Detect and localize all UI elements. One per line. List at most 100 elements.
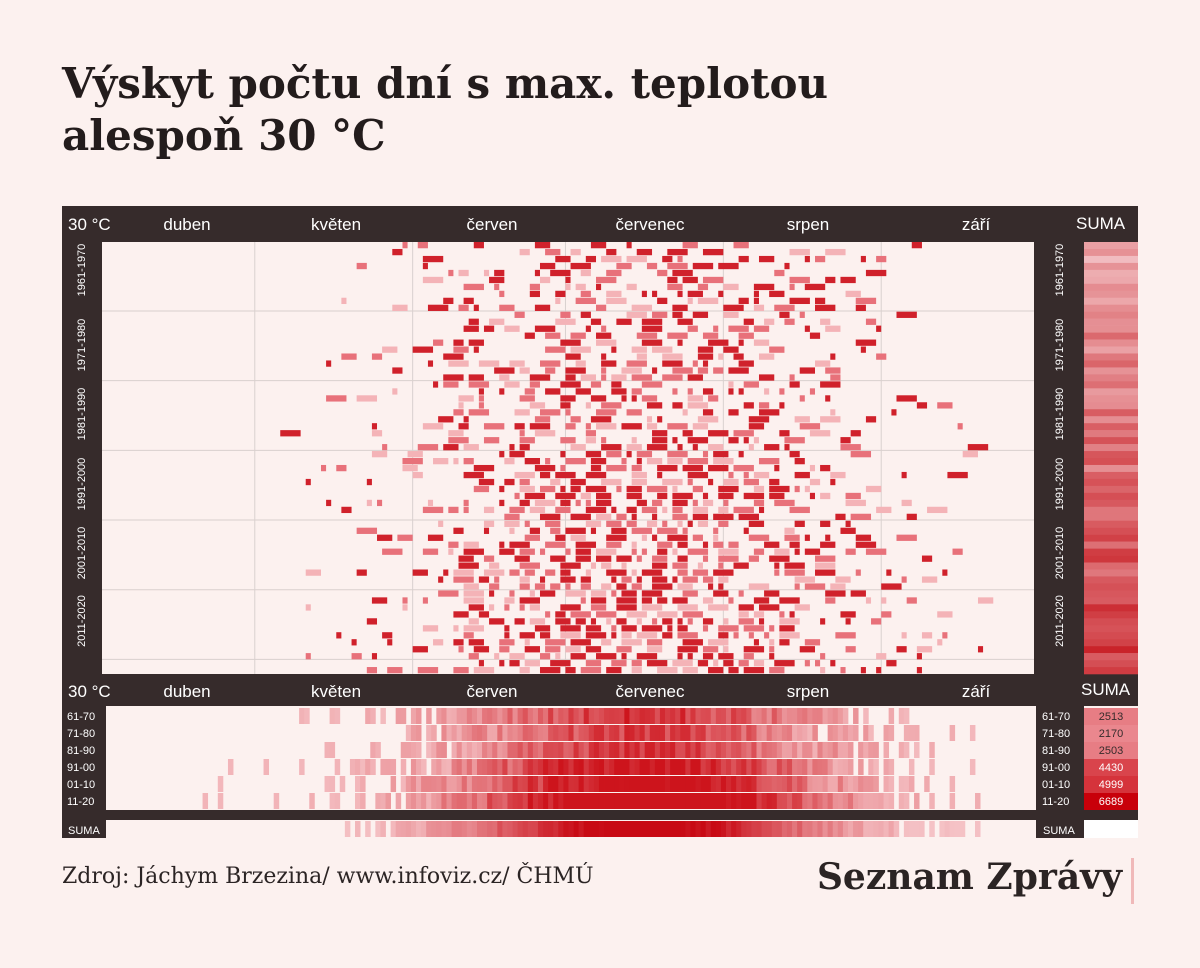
heat-cell <box>463 506 469 514</box>
heat-cell <box>483 423 505 430</box>
decade-cell <box>578 776 585 792</box>
heat-cell <box>483 506 495 514</box>
heat-cell <box>433 381 439 388</box>
top-decade-label-right-4: 2001-2010 <box>1054 527 1066 580</box>
heat-cell <box>764 318 775 325</box>
heat-cell <box>560 395 576 402</box>
decade-cell <box>502 793 508 809</box>
heat-cell <box>438 416 454 423</box>
heat-cell <box>667 283 683 291</box>
heat-cell <box>453 346 469 353</box>
decade-cell <box>771 776 778 792</box>
suma-year-band <box>1084 388 1138 396</box>
decade-cell <box>426 708 432 724</box>
decade-cell <box>792 776 798 792</box>
decade-cell <box>588 742 595 758</box>
heat-cell <box>702 360 709 367</box>
decade-cell <box>583 725 590 741</box>
heat-cell <box>646 646 663 653</box>
suma-day-cell <box>517 821 524 837</box>
decade-cell <box>690 742 696 758</box>
bottom-decade-label-right-0: 61-70 <box>1042 711 1070 723</box>
heat-cell <box>702 451 709 458</box>
decade-cell <box>695 759 701 775</box>
heat-cell <box>646 639 663 646</box>
heat-cell <box>397 534 413 541</box>
heat-cell <box>529 527 540 534</box>
suma-day-cell <box>954 821 961 837</box>
heat-cell <box>626 444 642 451</box>
heat-cell <box>718 353 724 360</box>
heat-cell <box>702 409 714 416</box>
heat-cell <box>585 646 602 653</box>
heat-cell <box>580 311 591 318</box>
heat-cell <box>555 506 571 514</box>
heat-cell <box>422 625 439 632</box>
heat-cell <box>509 444 515 451</box>
heat-cell <box>758 374 775 381</box>
decade-cell <box>700 742 707 758</box>
decade-cell <box>629 759 635 775</box>
decade-cell <box>482 708 488 724</box>
decade-cell <box>583 759 590 775</box>
decade-cell <box>715 742 722 758</box>
heat-cell <box>478 395 484 402</box>
decade-cell <box>649 793 656 809</box>
heat-cell <box>473 485 490 493</box>
heat-cell <box>692 534 703 541</box>
decade-cell <box>451 776 458 792</box>
heat-cell <box>443 374 464 381</box>
heat-cell <box>820 618 826 625</box>
heat-cell <box>718 632 729 639</box>
decade-cell <box>471 725 478 741</box>
decade-cell <box>888 776 895 792</box>
decade-cell <box>604 793 610 809</box>
heat-cell <box>534 625 551 632</box>
heat-cell <box>392 304 408 311</box>
heat-cell <box>753 548 765 555</box>
suma-day-cell <box>680 821 686 837</box>
heat-cell <box>937 639 943 646</box>
heat-cell <box>743 527 749 534</box>
heat-cell <box>412 471 423 479</box>
heat-cell <box>876 653 887 660</box>
heat-cell <box>529 590 535 597</box>
heat-cell <box>723 311 739 318</box>
heat-cell <box>748 444 754 451</box>
decade-cell <box>786 759 793 775</box>
decade-cell <box>929 793 935 809</box>
heat-cell <box>371 653 378 660</box>
heat-cell <box>580 290 591 298</box>
decade-cell <box>568 708 574 724</box>
heat-cell <box>677 646 698 653</box>
heat-cell <box>728 437 739 444</box>
decade-cell <box>497 793 503 809</box>
heat-cell <box>687 478 693 486</box>
heat-cell <box>570 611 591 618</box>
heat-cell <box>422 506 444 514</box>
heat-cell <box>784 444 790 451</box>
heat-cell <box>636 576 642 583</box>
decade-cell <box>410 759 417 775</box>
heat-cell <box>453 569 474 576</box>
suma-year-band <box>1084 290 1138 299</box>
decade-cell <box>665 708 671 724</box>
suma-day-cell <box>461 821 468 837</box>
heat-cell <box>601 360 617 367</box>
decade-cell <box>558 776 564 792</box>
top-decade-label-right-3: 1991-2000 <box>1054 458 1066 511</box>
heat-cell <box>570 639 591 646</box>
decade-cell <box>522 742 529 758</box>
heat-cell <box>555 611 566 618</box>
heat-cell <box>478 402 484 409</box>
decade-cell <box>461 793 468 809</box>
heat-cell <box>448 506 459 514</box>
heat-cell <box>794 485 800 493</box>
bottom-left-label-column <box>62 706 106 810</box>
heat-cell <box>840 527 856 534</box>
decade-cell <box>543 793 549 809</box>
heat-cell <box>550 478 561 486</box>
suma-day-cell <box>492 821 498 837</box>
heat-cell <box>626 360 647 367</box>
decade-cell <box>644 759 651 775</box>
